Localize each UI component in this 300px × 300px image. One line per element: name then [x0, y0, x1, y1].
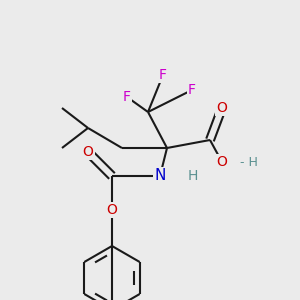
Text: F: F [123, 90, 131, 104]
Text: O: O [106, 203, 117, 217]
Text: F: F [159, 68, 167, 82]
Text: - H: - H [240, 155, 258, 169]
Text: N: N [154, 169, 166, 184]
Text: H: H [188, 169, 198, 183]
Text: O: O [217, 101, 227, 115]
Text: F: F [188, 83, 196, 97]
Text: O: O [217, 155, 227, 169]
Text: O: O [82, 145, 93, 159]
